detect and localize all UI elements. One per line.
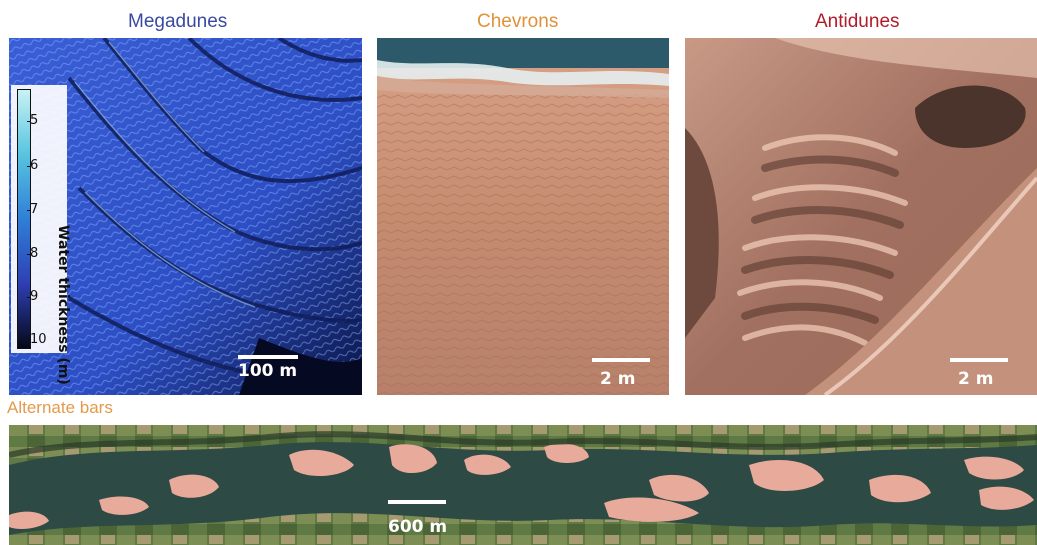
chevrons-image — [377, 38, 669, 395]
colorbar-tick: 5 — [26, 113, 39, 128]
colorbar: 5 6 7 8 9 10 Water thickness (m) — [11, 85, 71, 385]
colorbar-tick: 9 — [26, 289, 39, 304]
colorbar-tick: 10 — [27, 332, 47, 347]
megadunes-title: Megadunes — [128, 11, 228, 32]
colorbar-tick: 6 — [26, 158, 39, 173]
colorbar-gradient — [17, 89, 31, 349]
colorbar-tick: 8 — [26, 246, 39, 261]
chevrons-scale-label: 2 m — [600, 369, 636, 389]
alternate-bars-title: Alternate bars — [7, 398, 113, 417]
alternate-bars-scale-label: 600 m — [388, 517, 448, 537]
alternate-bars-image — [9, 425, 1037, 545]
chevrons-title: Chevrons — [477, 11, 559, 32]
antidunes-title: Antidunes — [815, 11, 900, 32]
antidunes-scale-label: 2 m — [958, 369, 994, 389]
megadunes-image — [9, 38, 362, 395]
antidunes-image — [685, 38, 1037, 395]
megadunes-scale-label: 100 m — [238, 361, 298, 381]
colorbar-tick: 7 — [26, 202, 39, 217]
